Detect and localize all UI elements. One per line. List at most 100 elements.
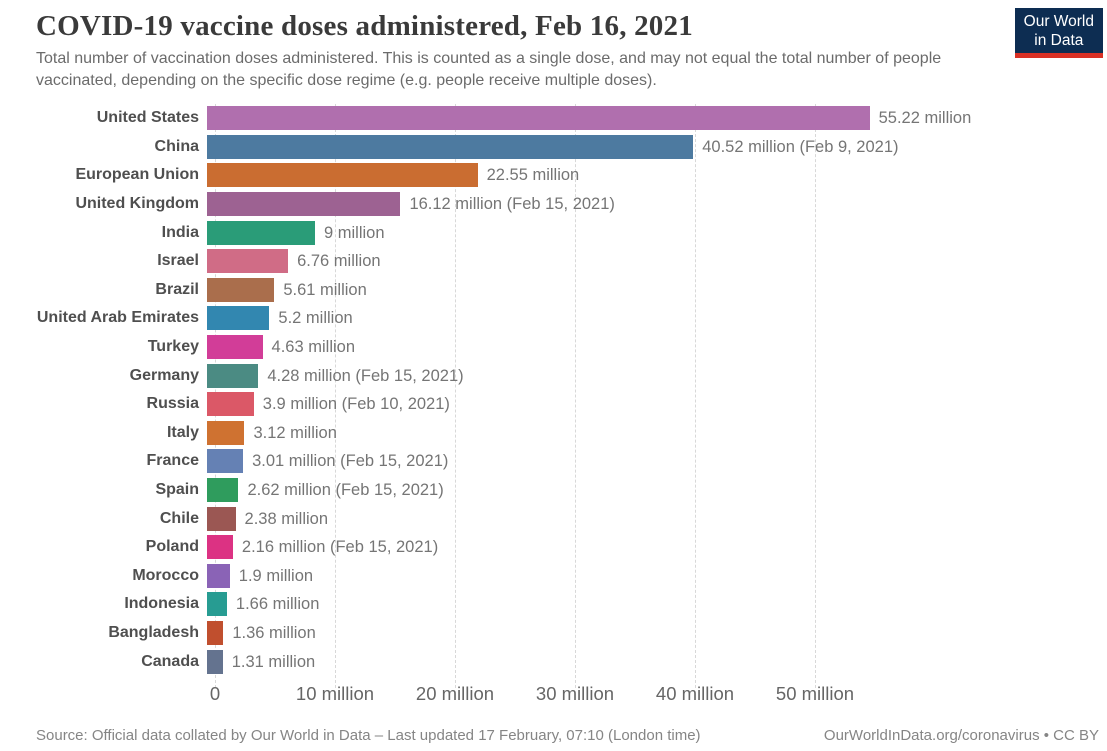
chart-row-bangladesh: Bangladesh 1.36 million (0, 619, 1107, 648)
chart-row-chile: Chile 2.38 million (0, 504, 1107, 533)
chart-header: COVID-19 vaccine doses administered, Feb… (0, 0, 1107, 91)
row-label-bangladesh: Bangladesh (108, 623, 199, 641)
chart-row-india: India 9 million (0, 218, 1107, 247)
chart-row-united-arab-emirates: United Arab Emirates 5.2 million (0, 304, 1107, 333)
chart-row-european-union: European Union 22.55 million (0, 161, 1107, 190)
bar-track-spain: 2.62 million (Feb 15, 2021) (207, 478, 1107, 503)
bar-track-turkey: 4.63 million (207, 335, 1107, 360)
bar-chart: United States 55.22 million China 40.52 mil… (0, 104, 1107, 715)
row-label-united-arab-emirates: United Arab Emirates (36, 309, 199, 327)
row-label-russia: Russia (146, 395, 199, 413)
bar-turkey[interactable] (207, 335, 263, 360)
bar-value-india: 9 million (324, 223, 385, 242)
row-label-canada: Canada (141, 652, 199, 670)
x-tick-label-40m: 40 million (655, 682, 735, 704)
bar-track-italy: 3.12 million (207, 420, 1107, 445)
bar-track-russia: 3.9 million (Feb 10, 2021) (207, 392, 1107, 417)
bar-track-israel: 6.76 million (207, 249, 1107, 274)
bar-track-poland: 2.16 million (Feb 15, 2021) (207, 535, 1107, 560)
owid-logo-line1: Our World (1023, 13, 1094, 30)
row-label-germany: Germany (129, 366, 199, 384)
row-label-spain: Spain (155, 481, 199, 499)
chart-row-israel: Israel 6.76 million (0, 247, 1107, 276)
bar-track-india: 9 million (207, 220, 1107, 245)
bar-germany[interactable] (207, 363, 259, 388)
bar-canada[interactable] (207, 649, 223, 674)
bar-track-european-union: 22.55 million (207, 163, 1107, 188)
owid-logo[interactable]: Our World in Data (1014, 8, 1103, 58)
bar-value-european-union: 22.55 million (486, 166, 580, 185)
bar-united-arab-emirates[interactable] (207, 306, 270, 331)
row-label-turkey: Turkey (147, 338, 199, 356)
x-tick-label-50m: 50 million (775, 682, 855, 704)
chart-row-russia: Russia 3.9 million (Feb 10, 2021) (0, 390, 1107, 419)
bar-united-kingdom[interactable] (207, 192, 401, 217)
chart-row-italy: Italy 3.12 million (0, 419, 1107, 448)
chart-title: COVID-19 vaccine doses administered, Feb… (36, 10, 693, 42)
bar-brazil[interactable] (207, 277, 275, 302)
bar-value-spain: 2.62 million (Feb 15, 2021) (247, 481, 444, 500)
bar-indonesia[interactable] (207, 592, 227, 617)
bar-track-bangladesh: 1.36 million (207, 620, 1107, 645)
row-label-israel: Israel (157, 252, 199, 270)
bar-value-russia: 3.9 million (Feb 10, 2021) (262, 395, 450, 414)
x-tick-label-30m: 30 million (535, 682, 615, 704)
bar-value-bangladesh: 1.36 million (232, 623, 316, 642)
bar-china[interactable] (207, 134, 694, 159)
bar-track-united-states: 55.22 million (207, 106, 1107, 131)
chart-row-canada: Canada 1.31 million (0, 647, 1107, 676)
bar-track-canada: 1.31 million (207, 649, 1107, 674)
bar-value-morocco: 1.9 million (238, 566, 314, 585)
bar-track-united-arab-emirates: 5.2 million (207, 306, 1107, 331)
bar-poland[interactable] (207, 535, 233, 560)
bar-value-canada: 1.31 million (231, 652, 316, 671)
bar-italy[interactable] (207, 420, 245, 445)
bar-chile[interactable] (207, 506, 236, 531)
row-label-morocco: Morocco (132, 566, 199, 584)
bar-value-poland: 2.16 million (Feb 15, 2021) (241, 538, 439, 557)
bar-israel[interactable] (207, 249, 289, 274)
row-label-european-union: European Union (75, 166, 199, 184)
bar-track-france: 3.01 million (Feb 15, 2021) (207, 449, 1107, 474)
row-label-france: France (146, 452, 199, 470)
bar-bangladesh[interactable] (207, 620, 224, 645)
bar-track-united-kingdom: 16.12 million (Feb 15, 2021) (207, 192, 1107, 217)
bar-track-indonesia: 1.66 million (207, 592, 1107, 617)
bar-value-italy: 3.12 million (253, 423, 337, 442)
bar-united-states[interactable] (207, 106, 870, 131)
x-tick-label-0m: 0 (209, 682, 221, 704)
row-label-united-kingdom: United Kingdom (75, 195, 199, 213)
chart-row-spain: Spain 2.62 million (Feb 15, 2021) (0, 476, 1107, 505)
row-label-india: India (161, 223, 199, 241)
bar-track-germany: 4.28 million (Feb 15, 2021) (207, 363, 1107, 388)
row-label-brazil: Brazil (155, 280, 199, 298)
bar-spain[interactable] (207, 478, 239, 503)
chart-row-brazil: Brazil 5.61 million (0, 276, 1107, 305)
bar-russia[interactable] (207, 392, 254, 417)
bar-value-turkey: 4.63 million (271, 338, 356, 357)
bar-india[interactable] (207, 220, 315, 245)
x-axis: 0 10 million 20 million 30 million 40 millio… (210, 682, 1107, 715)
chart-row-turkey: Turkey 4.63 million (0, 333, 1107, 362)
chart-subtitle: Total number of vaccination doses admini… (36, 50, 942, 89)
owid-url-link[interactable]: OurWorldInData.org/coronavirus • CC BY (823, 727, 1099, 744)
x-tick-label-10m: 10 million (295, 682, 375, 704)
row-label-italy: Italy (166, 423, 199, 441)
bar-track-morocco: 1.9 million (207, 563, 1107, 588)
chart-row-germany: Germany 4.28 million (Feb 15, 2021) (0, 361, 1107, 390)
bar-morocco[interactable] (207, 563, 230, 588)
bar-european-union[interactable] (207, 163, 478, 188)
bar-value-chile: 2.38 million (244, 509, 329, 528)
chart-row-united-states: United States 55.22 million (0, 104, 1107, 133)
row-label-chile: Chile (159, 509, 199, 527)
bar-track-chile: 2.38 million (207, 506, 1107, 531)
owid-logo-line2: in Data (1034, 31, 1084, 49)
bar-france[interactable] (207, 449, 244, 474)
chart-footer: Source: Official data collated by Our Wo… (36, 727, 1099, 744)
chart-row-france: France 3.01 million (Feb 15, 2021) (0, 447, 1107, 476)
bar-value-germany: 4.28 million (Feb 15, 2021) (267, 366, 464, 385)
bar-value-united-states: 55.22 million (878, 109, 972, 128)
row-label-indonesia: Indonesia (124, 595, 199, 613)
source-note: Source: Official data collated by Our Wo… (36, 727, 701, 744)
